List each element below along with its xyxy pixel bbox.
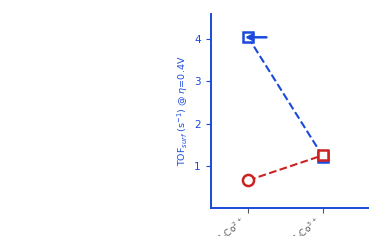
Y-axis label: TOF$_{surf}$ (s$^{-1}$) @ $\eta$=0.4V: TOF$_{surf}$ (s$^{-1}$) @ $\eta$=0.4V xyxy=(176,56,190,166)
